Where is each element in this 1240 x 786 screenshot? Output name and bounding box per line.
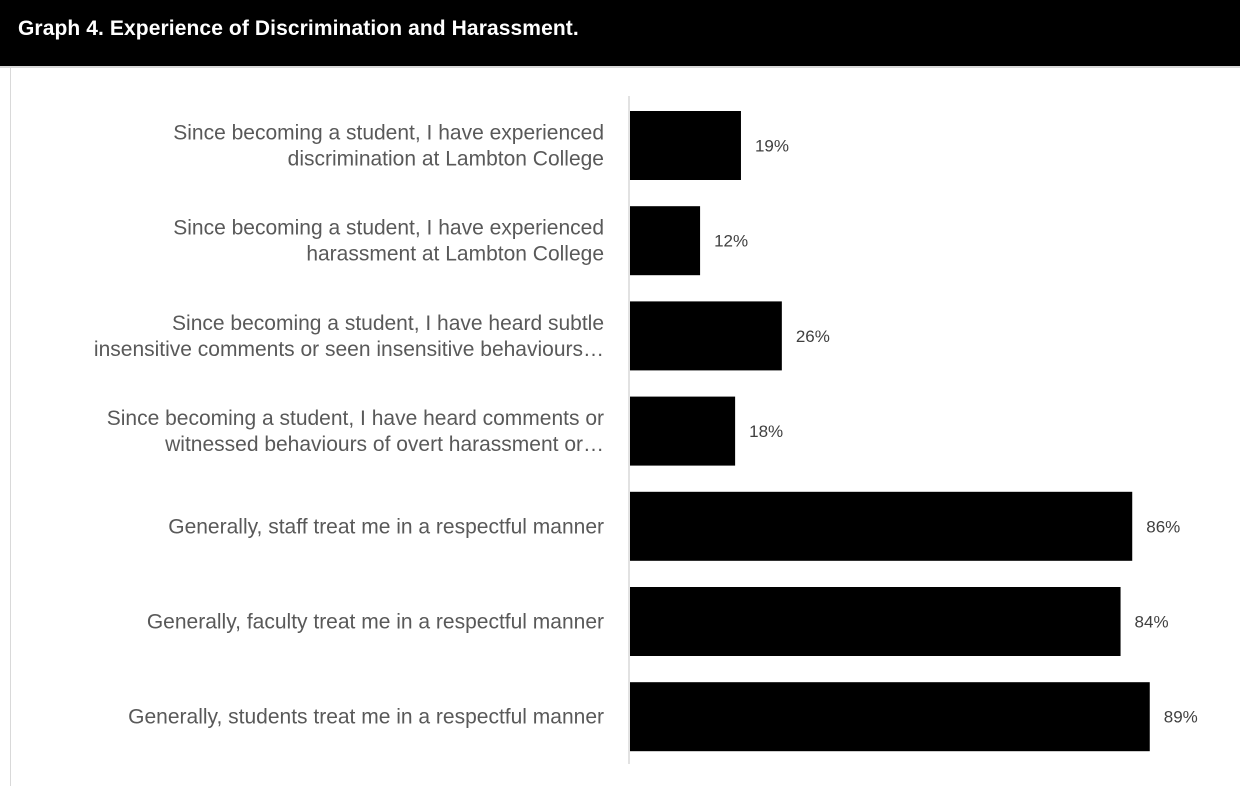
category-label-7-line-1: Generally, students treat me in a respec… — [128, 706, 604, 729]
value-label-2: 12% — [714, 232, 748, 251]
bar-3 — [630, 301, 782, 371]
category-label-2-line-1: Since becoming a student, I have experie… — [173, 217, 604, 240]
bar-1 — [630, 111, 741, 180]
value-label-7: 89% — [1164, 708, 1198, 727]
value-label-5: 86% — [1146, 517, 1180, 536]
category-label-3-line-2: insensitive comments or seen insensitive… — [94, 338, 604, 361]
bar-6 — [630, 587, 1121, 656]
chart-title: Graph 4. Experience of Discrimination an… — [18, 17, 579, 40]
category-label-4-line-2: witnessed behaviours of overt harassment… — [164, 433, 604, 456]
category-label-4-line-1: Since becoming a student, I have heard c… — [107, 407, 604, 430]
value-label-6: 84% — [1135, 613, 1169, 632]
value-label-4: 18% — [749, 422, 783, 441]
category-label-2-line-2: harassment at Lambton College — [306, 243, 604, 266]
category-label-6-line-1: Generally, faculty treat me in a respect… — [147, 611, 604, 634]
value-label-3: 26% — [796, 327, 830, 346]
bar-4 — [630, 396, 736, 466]
category-label-1-line-1: Since becoming a student, I have experie… — [173, 122, 604, 145]
bar-2 — [630, 206, 701, 276]
category-label-1-line-2: discrimination at Lambton College — [288, 148, 604, 171]
bar-5 — [630, 491, 1133, 561]
bar-7 — [630, 682, 1150, 752]
chart-frame-border — [10, 68, 11, 786]
category-label-5-line-1: Generally, staff treat me in a respectfu… — [168, 515, 604, 538]
value-label-1: 19% — [755, 137, 789, 156]
bars-layer: 19% Since becoming a student, I have expe… — [94, 111, 1198, 752]
category-label-3-line-1: Since becoming a student, I have heard s… — [172, 312, 604, 335]
chart-header: Graph 4. Experience of Discrimination an… — [0, 0, 1240, 68]
